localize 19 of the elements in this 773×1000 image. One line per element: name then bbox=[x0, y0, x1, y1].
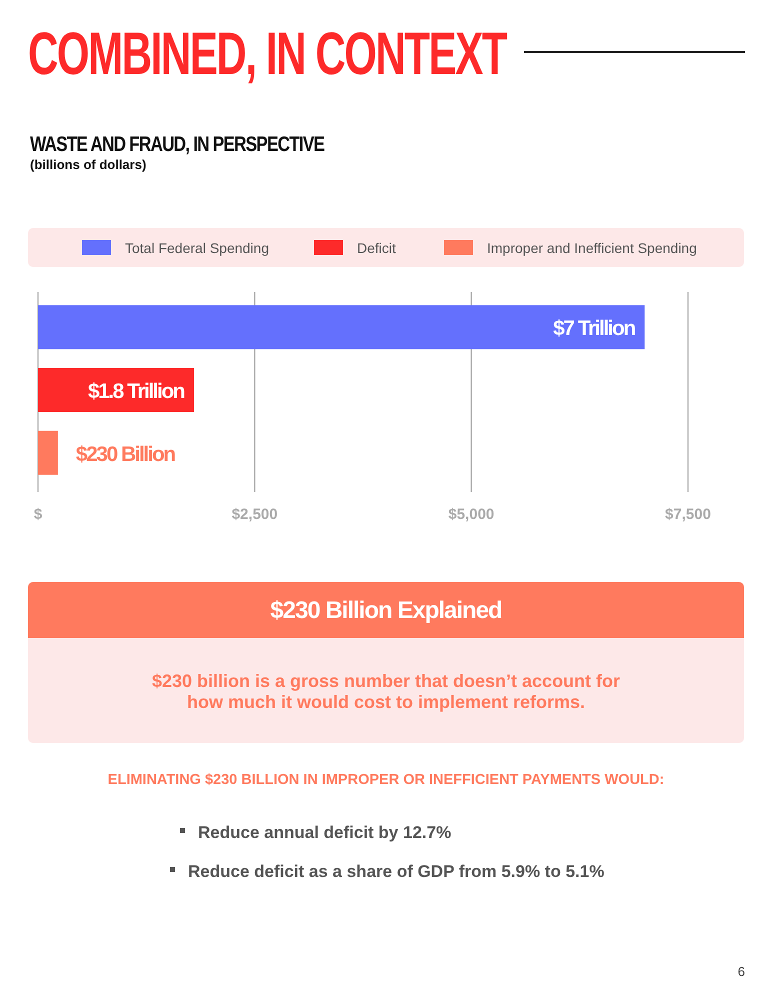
text: (billions of dollars) bbox=[30, 157, 146, 172]
x-tick-label: $5,000 bbox=[448, 506, 494, 523]
legend-label: Total Federal Spending bbox=[125, 240, 269, 256]
x-tick-label: $ bbox=[34, 506, 43, 523]
annotation: $1.8 Trillion bbox=[88, 380, 185, 403]
legend-label: Improper and Inefficient Spending bbox=[487, 240, 697, 256]
text: $230 billion is a gross number that doesn’t account for how much it would cost to implement reforms. bbox=[152, 671, 620, 712]
text: $230 Billion Explained bbox=[270, 597, 502, 624]
text: 6 bbox=[738, 964, 745, 979]
annotation: $230 Billion bbox=[76, 442, 176, 466]
x-tick-label: $2,500 bbox=[232, 506, 278, 523]
text: Reduce deficit as a share of GDP from 5.9% to 5.1% bbox=[188, 862, 604, 881]
text: ELIMINATING $230 BILLION IN IMPROPER OR INEFFICIENT PAYMENTS WOULD: bbox=[108, 772, 664, 788]
text: Reduce annual deficit by 12.7% bbox=[198, 823, 452, 842]
chart-title: COMBINED, IN CONTEXT bbox=[28, 20, 508, 87]
x-tick-label: $7,500 bbox=[665, 506, 711, 523]
chart-subtitle: WASTE AND FRAUD, IN PERSPECTIVE bbox=[30, 134, 326, 156]
legend-label: Deficit bbox=[357, 240, 396, 256]
annotation: $7 Trillion bbox=[553, 317, 636, 340]
